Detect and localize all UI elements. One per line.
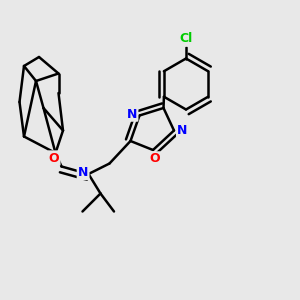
Text: N: N <box>127 107 137 121</box>
Text: Cl: Cl <box>179 32 193 46</box>
Text: N: N <box>177 124 188 137</box>
Text: N: N <box>78 166 88 179</box>
Text: O: O <box>49 152 59 165</box>
Text: O: O <box>149 152 160 166</box>
